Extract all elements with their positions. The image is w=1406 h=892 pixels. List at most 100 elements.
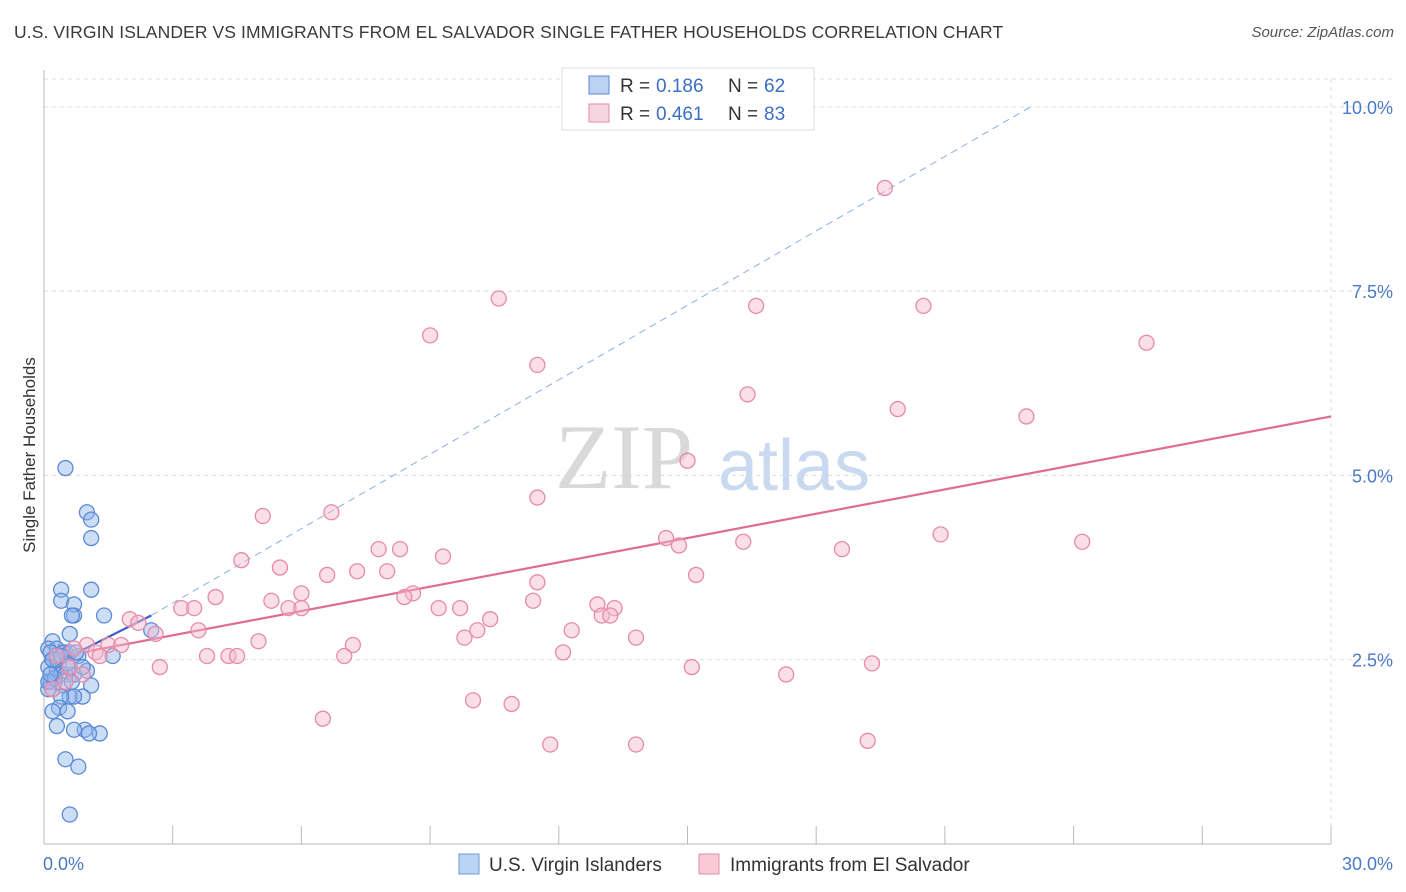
data-point xyxy=(91,647,108,665)
trend-line-extended xyxy=(150,106,1031,616)
data-point xyxy=(100,636,117,654)
data-point xyxy=(735,533,752,550)
data-point xyxy=(1138,334,1155,351)
y-tick-label: 5.0% xyxy=(1352,466,1393,486)
data-point xyxy=(130,614,147,632)
data-points xyxy=(40,179,1155,823)
y-tick-label: 2.5% xyxy=(1352,651,1393,671)
x-tick-label: 30.0% xyxy=(1342,854,1393,874)
data-point xyxy=(198,647,216,665)
legend-label-el-salvador: Immigrants from El Salvador xyxy=(730,855,970,876)
series-legend: U.S. Virgin Islanders Immigrants from El… xyxy=(458,853,970,876)
data-point xyxy=(70,758,87,775)
data-point xyxy=(932,526,949,543)
data-point xyxy=(490,290,507,307)
data-point xyxy=(59,703,76,720)
data-point xyxy=(683,658,700,676)
data-point xyxy=(670,537,688,554)
data-point xyxy=(859,732,876,749)
data-point xyxy=(456,629,473,646)
data-point xyxy=(391,540,409,558)
data-point xyxy=(254,507,271,525)
data-point xyxy=(65,721,83,738)
data-point xyxy=(61,806,78,823)
data-point xyxy=(1074,533,1091,550)
stats-legend-r-label: R = xyxy=(620,76,650,97)
data-point xyxy=(53,581,70,598)
data-point xyxy=(679,452,696,469)
data-point xyxy=(147,625,164,643)
data-point xyxy=(293,599,310,617)
data-point xyxy=(482,611,499,628)
data-point xyxy=(430,599,447,617)
data-point xyxy=(524,592,542,609)
data-point xyxy=(451,599,469,617)
data-point xyxy=(1018,408,1035,425)
chart-title: U.S. VIRGIN ISLANDER VS IMMIGRANTS FROM … xyxy=(14,22,1004,42)
data-point xyxy=(344,636,362,654)
data-point xyxy=(263,592,280,609)
data-point xyxy=(318,566,336,584)
legend-swatch-virgin-islanders xyxy=(458,853,480,875)
stats-legend-r-value: 0.186 xyxy=(656,76,704,97)
data-point xyxy=(464,692,482,709)
data-point xyxy=(63,607,81,624)
watermark: ZIP atlas xyxy=(555,406,870,508)
data-point xyxy=(113,636,130,654)
y-tick-label: 7.5% xyxy=(1352,282,1393,302)
legend-label-virgin-islanders: U.S. Virgin Islanders xyxy=(489,855,662,876)
data-point xyxy=(53,647,70,665)
data-point xyxy=(250,633,267,650)
data-point xyxy=(876,179,893,197)
data-point xyxy=(185,599,203,617)
stats-legend-n-label: N = xyxy=(728,104,758,125)
trend-lines xyxy=(47,106,1332,669)
y-axis-title: Single Father Households xyxy=(20,357,39,553)
data-point xyxy=(57,673,74,690)
x-tick-labels: 0.0% 30.0% xyxy=(43,854,1393,874)
data-point xyxy=(529,489,546,506)
data-point xyxy=(778,666,795,683)
data-point xyxy=(228,647,246,665)
y-tick-labels: 2.5% 5.0% 7.5% 10.0% xyxy=(1342,98,1393,671)
stats-legend-swatch-el-salvador xyxy=(588,103,610,123)
stats-legend: R = 0.186 N = 62 R = 0.461 N = 83 xyxy=(561,67,815,131)
data-point xyxy=(889,400,906,418)
data-point xyxy=(593,607,610,624)
series-el-salvador xyxy=(44,179,1155,753)
stats-legend-swatch-virgin-islanders xyxy=(588,75,610,95)
data-point xyxy=(173,599,190,617)
data-point xyxy=(657,529,675,547)
stats-legend-r-label: R = xyxy=(620,104,650,125)
data-point xyxy=(542,736,559,753)
stats-legend-r-value: 0.461 xyxy=(656,104,704,125)
data-point xyxy=(48,717,66,735)
data-point xyxy=(233,552,250,569)
data-point xyxy=(687,566,705,584)
data-point xyxy=(421,327,439,344)
data-point xyxy=(863,655,881,672)
data-point xyxy=(503,695,520,713)
data-point xyxy=(61,658,78,676)
data-point xyxy=(53,592,70,609)
data-point xyxy=(61,625,78,643)
data-point xyxy=(314,710,332,727)
watermark-zip: ZIP xyxy=(555,406,693,508)
data-point xyxy=(293,585,310,602)
data-point xyxy=(379,563,396,580)
data-point xyxy=(627,736,645,753)
data-point xyxy=(529,356,546,374)
data-point xyxy=(404,585,422,602)
data-point xyxy=(74,666,91,683)
data-point xyxy=(65,640,83,657)
data-point xyxy=(396,588,413,606)
data-point xyxy=(554,644,572,661)
y-tick-label: 10.0% xyxy=(1342,98,1393,118)
data-point xyxy=(370,540,387,558)
x-tick-label: 0.0% xyxy=(43,854,84,874)
data-point xyxy=(271,559,289,576)
stats-legend-n-value: 83 xyxy=(764,104,785,125)
data-point xyxy=(121,611,138,628)
data-point xyxy=(42,666,59,683)
